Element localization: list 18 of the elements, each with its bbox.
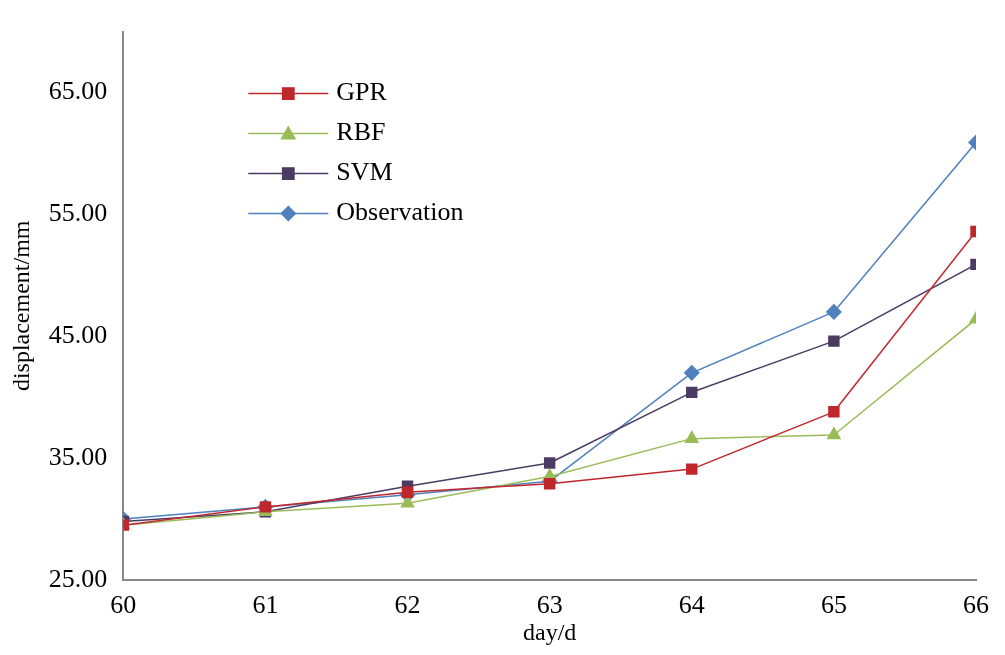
legend-label: Observation	[336, 197, 464, 227]
x-tick-label: 66	[963, 590, 989, 620]
legend-label: RBF	[336, 117, 386, 147]
x-tick-label: 62	[394, 590, 421, 620]
y-axis-title: displacement/mm	[7, 220, 34, 392]
x-tick-label: 63	[536, 590, 563, 620]
y-tick-label: 25.00	[48, 563, 108, 593]
x-tick-label: 65	[820, 590, 847, 620]
y-tick-label: 55.00	[48, 198, 108, 228]
legend-label: SVM	[336, 157, 393, 187]
legend-label: GPR	[336, 77, 388, 107]
y-tick-label: 45.00	[48, 320, 108, 350]
x-tick-label: 61	[252, 590, 279, 620]
x-tick-label: 60	[110, 590, 137, 620]
x-tick-label: 64	[678, 590, 705, 620]
y-tick-label: 65.00	[48, 76, 108, 106]
x-axis-title: day/d	[522, 618, 577, 645]
y-tick-label: 35.00	[48, 441, 108, 471]
